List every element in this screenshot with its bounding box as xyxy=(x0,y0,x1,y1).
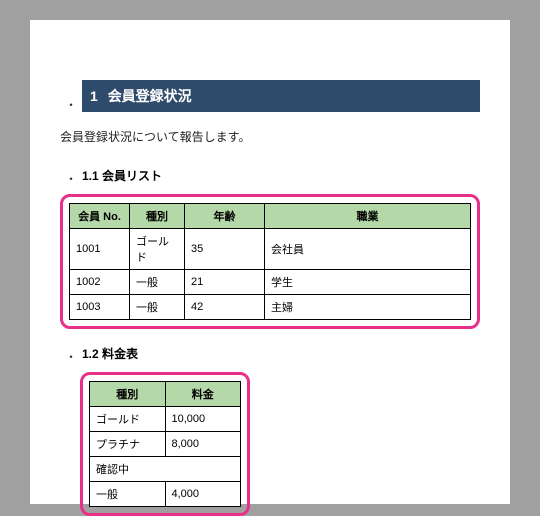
th-type: 種別 xyxy=(90,382,166,407)
table-cell: 主婦 xyxy=(265,295,471,320)
bullet: ・ xyxy=(60,96,82,113)
document-page: ・ 1 会員登録状況 会員登録状況について報告します。 ・ 1.1 会員リスト … xyxy=(30,20,510,504)
table-row: プラチナ8,000 xyxy=(90,432,241,457)
table-cell-merged: 確認中 xyxy=(90,457,241,482)
section-num: 1.2 xyxy=(82,347,99,361)
table-cell: 10,000 xyxy=(165,407,241,432)
table-cell: 35 xyxy=(185,229,265,270)
table-row: 一般4,000 xyxy=(90,482,241,507)
table-cell: 42 xyxy=(185,295,265,320)
table-cell: 1002 xyxy=(70,270,130,295)
table-cell: 21 xyxy=(185,270,265,295)
table-header-row: 会員 No. 種別 年齢 職業 xyxy=(70,204,471,229)
table-header-row: 種別 料金 xyxy=(90,382,241,407)
th-no: 会員 No. xyxy=(70,204,130,229)
section-title: 会員リスト xyxy=(102,169,162,183)
highlight-box-1: 会員 No. 種別 年齢 職業 1001ゴールド35会社員1002一般21学生1… xyxy=(60,194,480,329)
table-cell: 会社員 xyxy=(265,229,471,270)
table-row: ゴールド10,000 xyxy=(90,407,241,432)
bullet: ・ xyxy=(60,348,82,365)
th-age: 年齢 xyxy=(185,204,265,229)
heading-1-num: 1 xyxy=(90,88,98,104)
table-cell: 一般 xyxy=(90,482,166,507)
table-row: 1002一般21学生 xyxy=(70,270,471,295)
heading-1: 1 会員登録状況 xyxy=(82,80,480,112)
table-cell: 4,000 xyxy=(165,482,241,507)
section-1-1: 1.1 会員リスト xyxy=(82,167,162,184)
bullet: ・ xyxy=(60,170,82,187)
table-row: 1001ゴールド35会社員 xyxy=(70,229,471,270)
table-cell: 一般 xyxy=(130,295,185,320)
price-table: 種別 料金 ゴールド10,000プラチナ8,000確認中一般4,000 xyxy=(89,381,241,507)
section-1-2: 1.2 料金表 xyxy=(82,345,138,362)
table-cell: ゴールド xyxy=(90,407,166,432)
heading-1-title: 会員登録状況 xyxy=(108,88,192,104)
table-row: 1003一般42主婦 xyxy=(70,295,471,320)
table-cell: 8,000 xyxy=(165,432,241,457)
table-cell: プラチナ xyxy=(90,432,166,457)
th-type: 種別 xyxy=(130,204,185,229)
table-cell: ゴールド xyxy=(130,229,185,270)
section-num: 1.1 xyxy=(82,169,99,183)
th-price: 料金 xyxy=(165,382,241,407)
table-cell: 学生 xyxy=(265,270,471,295)
intro-text: 会員登録状況について報告します。 xyxy=(60,128,480,145)
table-cell: 1003 xyxy=(70,295,130,320)
table-cell: 一般 xyxy=(130,270,185,295)
th-job: 職業 xyxy=(265,204,471,229)
table-cell: 1001 xyxy=(70,229,130,270)
highlight-box-2: 種別 料金 ゴールド10,000プラチナ8,000確認中一般4,000 xyxy=(80,372,250,516)
member-list-table: 会員 No. 種別 年齢 職業 1001ゴールド35会社員1002一般21学生1… xyxy=(69,203,471,320)
table-row: 確認中 xyxy=(90,457,241,482)
section-title: 料金表 xyxy=(102,347,138,361)
